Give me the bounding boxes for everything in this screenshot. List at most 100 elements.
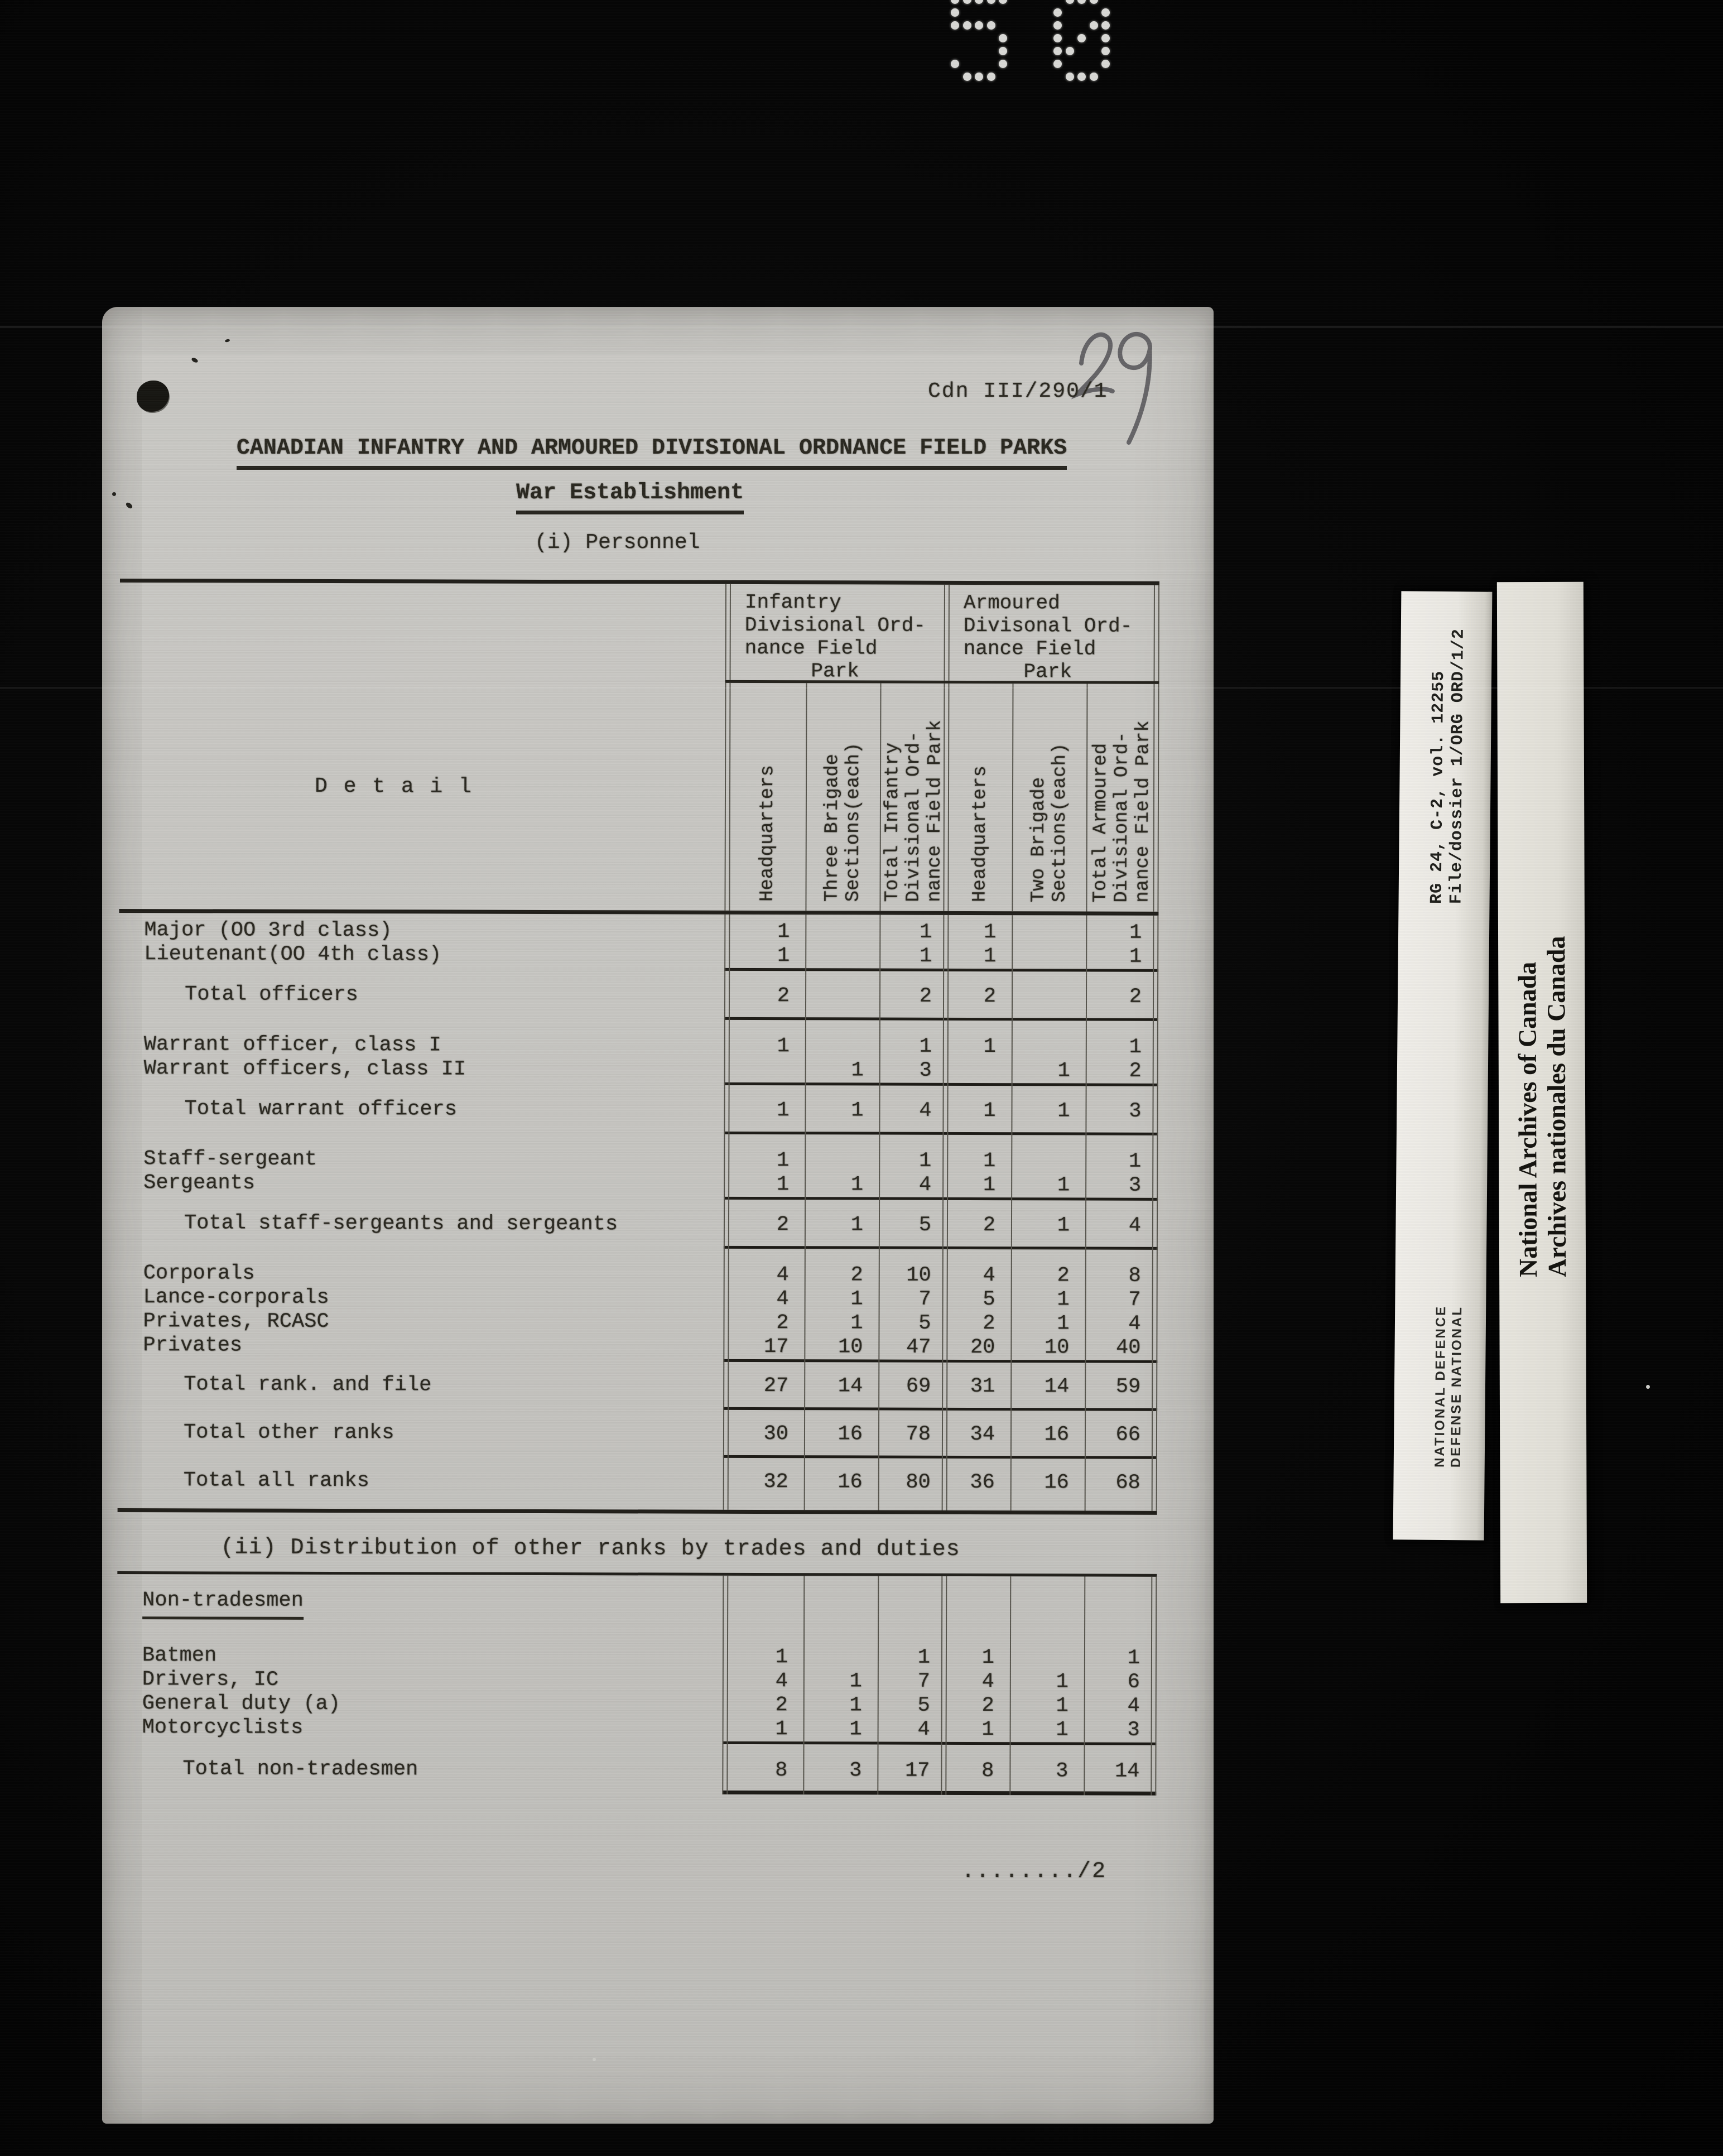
cell-value: [1011, 1149, 1085, 1173]
cell-value: 1: [983, 1173, 996, 1197]
cell-value: 5: [918, 1213, 932, 1237]
cell-value: 8: [1128, 1264, 1141, 1288]
cell-value: 10: [906, 1263, 931, 1287]
cell-value: 16: [838, 1422, 863, 1446]
cell-value: 1: [1056, 1718, 1069, 1742]
cell-value: 2: [983, 1214, 996, 1238]
cell-value: 4: [1128, 1312, 1141, 1336]
table-grid-line: [1158, 585, 1159, 681]
table-rule: [722, 1790, 1157, 1796]
group-title-line: Infantry: [744, 590, 841, 614]
trades-section-body: Non-tradesmen Batmen 1 1 1 1 Drivers, IC 4 1 7 4 1 6…: [117, 1574, 1157, 1796]
file-reference-stamp: RG 24, C-2, vol. 12255 File/dossier 1/OR…: [1428, 628, 1469, 904]
table-grid-line: [879, 683, 882, 911]
file-reference-line1: RG 24, C-2, vol. 12255: [1427, 670, 1449, 904]
department-line2: DEFENSE NATIONAL: [1448, 1305, 1465, 1468]
cell-value: [803, 1645, 878, 1669]
cell-value: [727, 1590, 803, 1614]
dust-speck: [593, 2058, 596, 2061]
document-title-text: CANADIAN INFANTRY AND ARMOURED DIVISIONA…: [236, 436, 1067, 470]
cell-value: 36: [970, 1470, 995, 1495]
row-label-cell: Batmen: [117, 1644, 727, 1669]
row-label-cell: Corporals: [118, 1262, 728, 1287]
group-title-line: nance Field: [963, 637, 1096, 661]
cell-value: 5: [917, 1693, 930, 1717]
detail-column-label: D e t a i l: [314, 774, 473, 799]
cell-value: 16: [1044, 1471, 1069, 1495]
marker-dot: [1101, 21, 1110, 30]
table-row: Batmen 1 1 1 1: [117, 1644, 1157, 1671]
cell-value: 2: [919, 984, 932, 1008]
ink-speck: [112, 492, 116, 496]
table-row: Privates, RCASC 2 1 5 2 1 4: [118, 1310, 1157, 1336]
cell-value: 1: [1056, 1670, 1069, 1694]
row-label-cell: Privates, RCASC: [118, 1310, 728, 1335]
cell-value: [803, 1590, 878, 1614]
marker-dot: [986, 73, 995, 81]
marker-dot: [1053, 8, 1062, 17]
column-header-rotated: Two Brigade Sections(each): [1027, 743, 1071, 903]
table-row: Total warrant officers 1 1 4 1 1 3: [118, 1097, 1158, 1124]
cell-value: 1: [850, 1287, 863, 1311]
table-row: Major (OO 3rd class) 1 1 1 1: [119, 918, 1158, 945]
marker-dot: [1101, 60, 1110, 68]
table-row: Lieutenant(OO 4th class) 1 1 1 1: [119, 942, 1158, 969]
cell-value: 1: [1057, 1214, 1070, 1238]
row-label-cell: Total officers: [119, 983, 729, 1008]
row-label: Total other ranks: [183, 1421, 394, 1445]
cell-value: 14: [1044, 1375, 1070, 1399]
document-reference-number: Cdn III/290/1: [928, 379, 1108, 403]
archives-label-strip: National Archives of Canada Archives nat…: [1496, 581, 1587, 1604]
cell-value: 1: [1129, 1035, 1142, 1059]
cell-value: [805, 920, 879, 944]
cell-value: 1: [983, 1035, 996, 1059]
table-grid-line: [1157, 684, 1159, 912]
marker-dot: [1089, 21, 1098, 30]
cell-value: 20: [970, 1335, 995, 1360]
cell-value: 4: [1128, 1214, 1142, 1238]
row-label: Total non-tradesmen: [182, 1757, 418, 1782]
cell-value: [1010, 1646, 1084, 1670]
row-spacer: [118, 1493, 1157, 1511]
marker-dot: [986, 21, 995, 30]
row-label: Staff-sergeant: [143, 1147, 317, 1171]
cell-value: [805, 1149, 879, 1173]
table-grid-line: [1012, 684, 1014, 912]
column-header-rotated: Total Infantry Divisional Ord- nance Fie…: [882, 720, 946, 902]
marker-dot: [1053, 47, 1062, 55]
cell-value: 80: [906, 1470, 931, 1494]
table-grid-line: [948, 584, 950, 681]
cell-value: [805, 984, 879, 1008]
cell-value: 31: [970, 1374, 995, 1399]
marker-dot: [975, 0, 983, 4]
marker-dot: [999, 34, 1007, 42]
cell-value: 8: [981, 1759, 994, 1783]
table-row: General duty (a) 2 1 5 2 1 4: [117, 1692, 1157, 1719]
cell-value: [1012, 921, 1086, 945]
row-label-cell: General duty (a): [117, 1692, 727, 1717]
cell-value: 2: [983, 985, 997, 1009]
marker-dot: [1053, 34, 1062, 42]
cell-value: 1: [919, 1034, 932, 1058]
cell-value: 59: [1115, 1375, 1141, 1399]
row-label: Privates, RCASC: [143, 1310, 329, 1334]
cell-value: 3: [1127, 1718, 1140, 1742]
cell-value: 1: [777, 1034, 790, 1058]
cell-value: 1: [1129, 945, 1142, 969]
cell-value: 2: [981, 1694, 994, 1718]
cell-value: 1: [775, 1717, 788, 1741]
row-label: Motorcyclists: [142, 1716, 304, 1740]
scan-artifact-line: [0, 687, 1723, 689]
cell-value: 1: [851, 1099, 864, 1123]
row-label: Major (OO 3rd class): [144, 918, 392, 943]
group-header-armoured: Armoured Divisonal Ord-nance Field Park: [964, 591, 1133, 684]
marker-dot: [1065, 73, 1074, 81]
cell-value: 2: [1129, 1059, 1142, 1083]
cell-value: 3: [849, 1759, 862, 1783]
row-label: Total warrant officers: [184, 1097, 458, 1122]
row-label: Total officers: [184, 983, 358, 1007]
archives-line2: Archives nationales du Canada: [1542, 936, 1572, 1277]
cell-value: 47: [906, 1335, 931, 1359]
cell-value: 4: [919, 1099, 932, 1123]
cell-value: 69: [906, 1374, 931, 1398]
